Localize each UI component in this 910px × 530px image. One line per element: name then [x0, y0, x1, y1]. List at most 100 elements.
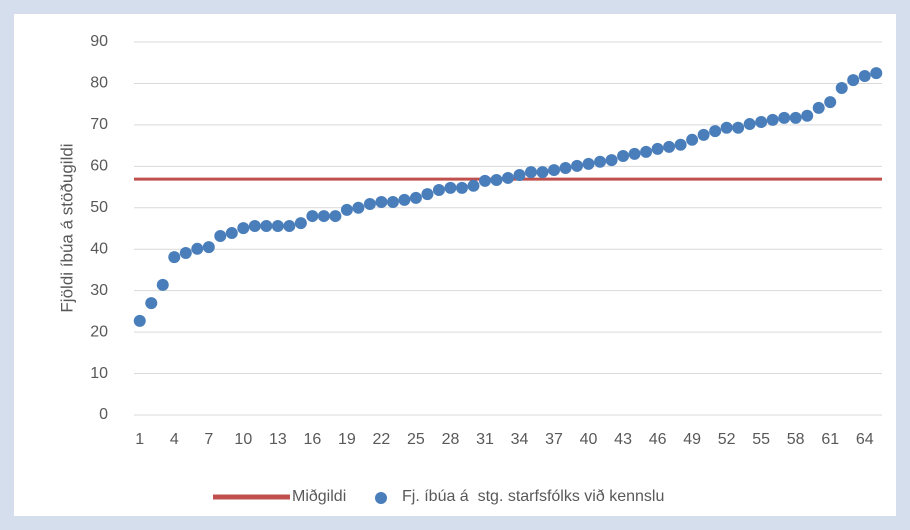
data-point — [686, 133, 699, 146]
data-point — [870, 67, 883, 80]
data-point — [709, 125, 722, 138]
data-point — [214, 229, 227, 242]
data-point — [145, 297, 158, 310]
y-tick-label: 20 — [90, 323, 108, 340]
data-point — [202, 241, 215, 254]
x-tick-label: 43 — [614, 431, 632, 448]
data-point — [352, 201, 365, 214]
data-point — [191, 242, 204, 255]
x-tick-label: 28 — [442, 431, 460, 448]
x-tick-label: 1 — [135, 431, 144, 448]
x-tick-label: 25 — [407, 431, 425, 448]
data-point — [156, 278, 169, 291]
data-point — [720, 121, 733, 134]
data-point — [283, 220, 296, 233]
data-point — [409, 191, 422, 204]
legend-label: Miðgildi — [292, 488, 346, 505]
x-tick-label: 52 — [718, 431, 736, 448]
data-point — [605, 154, 618, 167]
data-point — [398, 193, 411, 206]
data-point — [674, 138, 687, 151]
data-point — [455, 181, 468, 194]
data-point — [548, 164, 561, 177]
y-tick-label: 80 — [90, 75, 108, 92]
x-tick-label: 61 — [821, 431, 839, 448]
x-tick-label: 34 — [511, 431, 529, 448]
x-tick-label: 64 — [856, 431, 874, 448]
data-point — [490, 174, 503, 187]
x-tick-label: 58 — [787, 431, 805, 448]
legend-label: Fj. íbúa á stg. starfsfólks við kennslu — [402, 488, 664, 505]
y-tick-label: 60 — [90, 158, 108, 175]
data-point — [536, 166, 549, 179]
data-point — [835, 82, 848, 95]
x-tick-label: 22 — [373, 431, 391, 448]
data-point — [732, 121, 745, 134]
x-tick-label: 13 — [269, 431, 287, 448]
data-point — [582, 157, 595, 170]
data-point — [651, 142, 664, 155]
x-tick-label: 49 — [683, 431, 701, 448]
data-point — [329, 210, 342, 223]
data-point — [294, 217, 307, 230]
data-point — [260, 220, 273, 233]
y-tick-label: 10 — [90, 365, 108, 382]
data-point — [502, 171, 514, 184]
data-point — [248, 220, 261, 233]
data-point — [801, 109, 814, 122]
data-point — [432, 183, 445, 196]
data-point — [663, 140, 676, 153]
x-tick-label: 31 — [476, 431, 494, 448]
x-tick-label: 16 — [303, 431, 321, 448]
data-point — [386, 195, 399, 208]
data-point — [444, 181, 457, 194]
x-tick-label: 46 — [649, 431, 667, 448]
data-point — [237, 222, 250, 235]
data-point — [812, 101, 825, 114]
data-point — [375, 195, 388, 208]
data-point — [513, 169, 526, 182]
data-point — [168, 251, 181, 264]
data-point — [363, 198, 376, 211]
x-tick-label: 10 — [234, 431, 252, 448]
chart-area — [14, 14, 896, 516]
y-tick-label: 90 — [90, 33, 108, 50]
data-point — [271, 220, 284, 233]
x-tick-label: 19 — [338, 431, 356, 448]
y-axis-label: Fjöldi íbúa á stöðugildi — [57, 143, 76, 312]
data-point — [640, 145, 653, 158]
legend-swatch — [375, 492, 387, 504]
data-point — [179, 246, 192, 259]
data-point — [571, 159, 584, 172]
y-tick-label: 40 — [90, 240, 108, 257]
data-point — [133, 314, 146, 327]
x-tick-label: 37 — [545, 431, 563, 448]
data-point — [225, 227, 238, 240]
data-point — [789, 111, 802, 124]
data-point — [340, 203, 353, 216]
y-tick-label: 0 — [99, 406, 108, 423]
data-point — [467, 179, 480, 192]
data-point — [755, 115, 768, 128]
x-tick-label: 7 — [204, 431, 213, 448]
data-point — [778, 111, 791, 124]
data-point — [697, 128, 710, 141]
data-point — [743, 118, 756, 131]
x-tick-label: 55 — [752, 431, 770, 448]
data-point — [617, 149, 630, 162]
y-tick-label: 30 — [90, 282, 108, 299]
data-point — [306, 210, 319, 223]
data-point — [628, 147, 641, 160]
data-point — [766, 113, 779, 126]
data-point — [559, 161, 572, 174]
y-tick-label: 70 — [90, 116, 108, 133]
data-point — [858, 69, 871, 82]
x-tick-label: 40 — [580, 431, 598, 448]
y-tick-label: 50 — [90, 199, 108, 216]
data-point — [847, 74, 860, 87]
data-point — [824, 96, 837, 109]
data-point — [525, 166, 538, 179]
data-point — [594, 155, 607, 168]
